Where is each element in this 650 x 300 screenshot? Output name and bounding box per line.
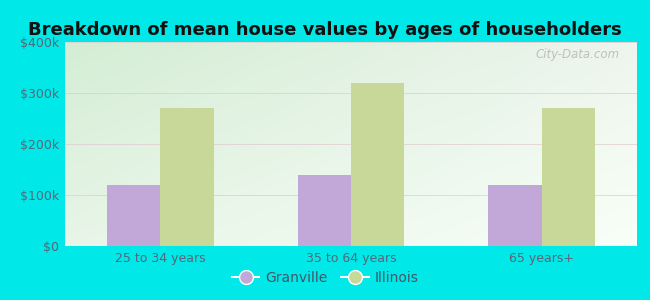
Text: City-Data.com: City-Data.com (536, 48, 620, 61)
Legend: Granville, Illinois: Granville, Illinois (226, 265, 424, 290)
Bar (488, 185, 541, 246)
Bar (351, 83, 404, 246)
Bar (298, 175, 351, 246)
Text: Breakdown of mean house values by ages of householders: Breakdown of mean house values by ages o… (28, 21, 622, 39)
Bar (161, 108, 214, 246)
Bar (107, 185, 161, 246)
Bar (541, 108, 595, 246)
